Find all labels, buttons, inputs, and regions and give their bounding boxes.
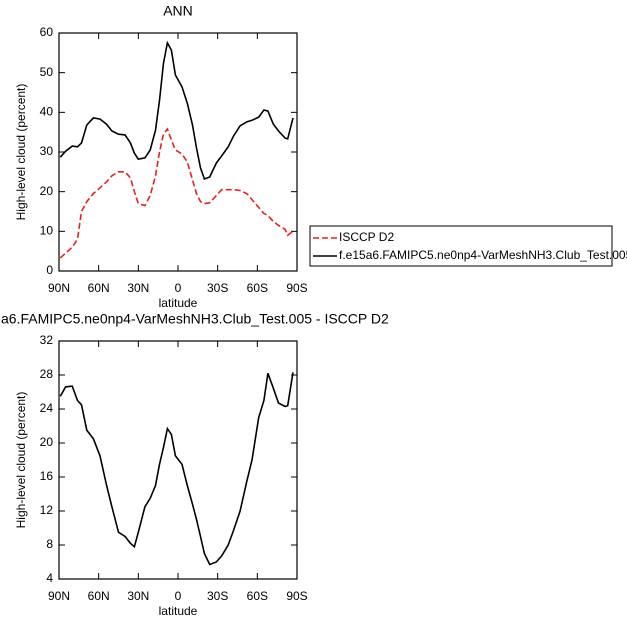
chart-title: a6.FAMIPC5.ne0np4-VarMeshNH3.Club_Test.0… bbox=[1, 311, 389, 327]
legend-label: f.e15a6.FAMIPC5.ne0np4-VarMeshNH3.Club_T… bbox=[339, 248, 627, 262]
x-tick-label: 0 bbox=[175, 281, 182, 295]
y-tick-label: 4 bbox=[46, 571, 53, 585]
y-tick-label: 32 bbox=[40, 333, 54, 347]
x-axis-label: latitude bbox=[159, 604, 198, 618]
legend-box bbox=[309, 225, 613, 267]
y-tick-label: 0 bbox=[46, 263, 53, 277]
y-tick-label: 50 bbox=[40, 65, 54, 79]
x-tick-label: 30S bbox=[207, 589, 228, 603]
y-tick-label: 12 bbox=[40, 503, 54, 517]
y-tick-label: 28 bbox=[40, 367, 54, 381]
y-axis-label: High-level cloud (percent) bbox=[14, 84, 28, 221]
x-tick-label: 90S bbox=[286, 589, 307, 603]
x-tick-label: 30S bbox=[207, 281, 228, 295]
x-axis-label: latitude bbox=[159, 296, 198, 310]
y-tick-label: 30 bbox=[40, 144, 54, 158]
x-tick-label: 30N bbox=[127, 589, 149, 603]
y-tick-label: 24 bbox=[40, 401, 54, 415]
x-tick-label: 60S bbox=[247, 281, 268, 295]
x-tick-label: 30N bbox=[127, 281, 149, 295]
y-tick-label: 20 bbox=[40, 435, 54, 449]
y-tick-label: 10 bbox=[40, 224, 54, 238]
chart-title: ANN bbox=[163, 3, 193, 19]
y-tick-label: 16 bbox=[40, 469, 54, 483]
x-tick-label: 60N bbox=[88, 589, 110, 603]
series-line bbox=[59, 372, 294, 566]
y-tick-label: 8 bbox=[46, 537, 53, 551]
y-tick-label: 60 bbox=[40, 25, 54, 39]
x-tick-label: 90N bbox=[48, 281, 70, 295]
y-tick-label: 20 bbox=[40, 184, 54, 198]
plot-frame bbox=[58, 32, 298, 272]
series-line bbox=[59, 127, 294, 259]
x-tick-label: 90S bbox=[286, 281, 307, 295]
y-tick-label: 40 bbox=[40, 105, 54, 119]
plot-frame bbox=[58, 340, 298, 580]
x-tick-label: 90N bbox=[48, 589, 70, 603]
y-axis-label: High-level cloud (percent) bbox=[14, 392, 28, 529]
x-tick-label: 60S bbox=[247, 589, 268, 603]
x-tick-label: 60N bbox=[88, 281, 110, 295]
series-line bbox=[59, 40, 294, 181]
legend-label: ISCCP D2 bbox=[339, 230, 394, 244]
x-tick-label: 0 bbox=[175, 589, 182, 603]
